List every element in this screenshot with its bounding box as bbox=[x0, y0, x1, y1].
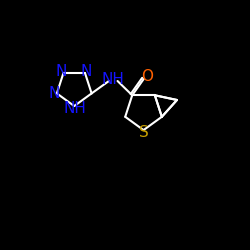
Text: N: N bbox=[48, 86, 60, 101]
Text: S: S bbox=[139, 126, 148, 140]
Text: NH: NH bbox=[101, 72, 124, 86]
Text: O: O bbox=[141, 70, 153, 84]
Text: N: N bbox=[56, 64, 67, 78]
Text: NH: NH bbox=[64, 102, 87, 116]
Text: N: N bbox=[80, 64, 92, 78]
